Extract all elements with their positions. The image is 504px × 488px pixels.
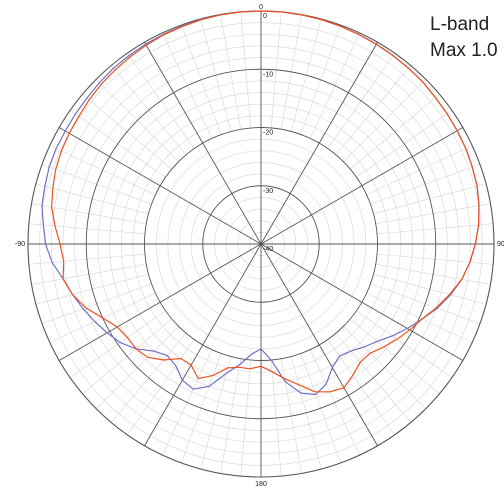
major-spoke bbox=[260, 41, 378, 245]
radial-tick-label: -20 bbox=[263, 130, 273, 137]
major-spoke bbox=[58, 127, 262, 245]
chart-title-line-1: L-band bbox=[430, 14, 490, 35]
radial-tick-label: -40 bbox=[263, 246, 273, 253]
angle-tick-label: -90 bbox=[15, 241, 25, 248]
series-line-2 bbox=[50, 10, 480, 393]
series-layer bbox=[41, 10, 480, 396]
major-spoke bbox=[144, 41, 262, 245]
angle-tick-label: 0 bbox=[259, 4, 263, 11]
major-spoke bbox=[260, 127, 464, 245]
radial-tick-label: -30 bbox=[263, 188, 273, 195]
major-grid bbox=[27, 10, 495, 478]
angle-tick-label: 180 bbox=[255, 481, 267, 488]
radial-tick-label: -10 bbox=[263, 71, 273, 78]
radial-tick-label: 0 bbox=[263, 13, 267, 20]
major-spoke bbox=[58, 243, 262, 361]
angle-tick-label: 90 bbox=[497, 241, 504, 248]
major-spoke bbox=[260, 243, 378, 447]
major-spoke bbox=[144, 243, 262, 447]
tick-labels: 0 -10 -20 -30 -40 0 -90 90 180 bbox=[15, 4, 504, 488]
major-spoke bbox=[260, 243, 464, 361]
chart-title-line-2: Max 1.0 bbox=[430, 40, 498, 61]
